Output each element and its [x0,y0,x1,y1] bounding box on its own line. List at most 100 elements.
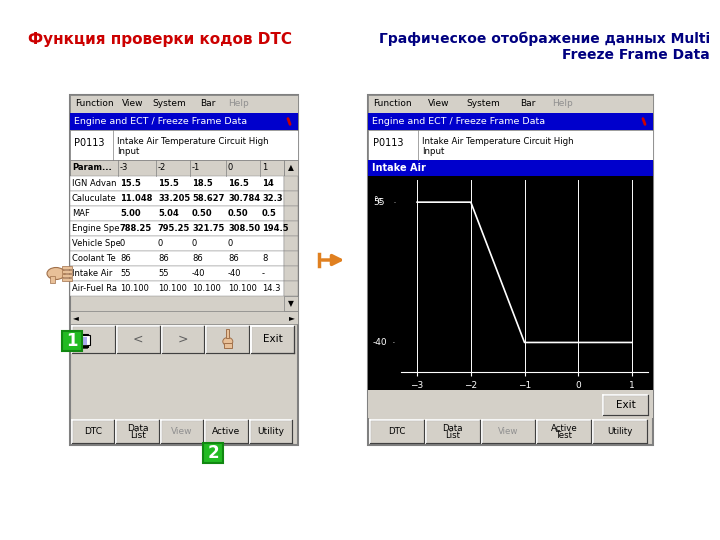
Bar [368,390,653,418]
Bar [250,420,292,443]
Text: 32.3: 32.3 [262,194,283,203]
Text: Vehicle Spe: Vehicle Spe [72,239,121,248]
Text: -1: -1 [192,164,200,172]
Bar [70,221,284,236]
Text: 1: 1 [66,332,78,350]
Text: Test: Test [556,431,573,440]
Bar [284,191,298,206]
Bar [284,296,298,311]
Bar [70,130,298,160]
Text: -2: -2 [158,164,166,172]
Bar [70,266,284,281]
Text: 5.04: 5.04 [158,209,179,218]
Text: View: View [428,99,449,109]
Text: Intake Air: Intake Air [72,269,112,278]
Text: Utility: Utility [257,427,284,436]
Text: Input: Input [422,147,444,156]
Text: DTC: DTC [388,427,405,436]
Text: 194.5: 194.5 [262,224,289,233]
Text: 30.784: 30.784 [228,194,260,203]
Text: 18.5: 18.5 [192,179,212,188]
Text: 10.100: 10.100 [228,284,257,293]
Bar [72,326,114,353]
Text: 0.50: 0.50 [192,209,212,218]
Bar [72,420,114,443]
Bar [74,334,88,346]
Text: 0.5: 0.5 [262,209,277,218]
Text: Function: Function [75,99,114,109]
Bar [117,420,159,443]
Bar [77,346,89,348]
Text: Engine Spe: Engine Spe [72,224,120,233]
Text: Caluculate: Caluculate [72,194,117,203]
Bar [284,251,298,266]
Text: Utility: Utility [608,427,633,436]
Text: View: View [122,99,143,109]
Text: Engine and ECT / Freeze Frame Data: Engine and ECT / Freeze Frame Data [74,117,247,126]
Bar [70,176,284,191]
Text: Exit: Exit [616,400,635,410]
Text: 321.75: 321.75 [192,224,225,233]
Bar [62,266,72,269]
Bar [62,274,72,277]
Bar [79,345,87,348]
Text: Air-Fuel Ra: Air-Fuel Ra [72,284,117,293]
Text: Data: Data [443,424,463,433]
Text: 5.00: 5.00 [120,209,140,218]
Text: -: - [262,269,265,278]
Bar [70,311,298,324]
Text: Bar: Bar [200,99,215,109]
Bar [368,130,653,160]
Bar [368,176,653,390]
Text: P0113: P0113 [373,138,403,148]
Text: 55: 55 [373,198,384,207]
Text: 10.100: 10.100 [158,284,187,293]
Text: <: < [133,333,143,346]
Bar [251,326,294,353]
Bar [284,281,298,296]
Text: ◄: ◄ [73,313,79,322]
Text: 14: 14 [262,179,274,188]
Bar [62,278,72,281]
Text: 15.5: 15.5 [120,179,141,188]
Bar [224,342,232,348]
Text: 15.5: 15.5 [158,179,179,188]
Text: 11.048: 11.048 [120,194,153,203]
Text: 58.627: 58.627 [192,194,225,203]
Text: View: View [171,427,193,436]
Bar [370,420,424,443]
Ellipse shape [47,267,65,280]
Text: -40: -40 [192,269,205,278]
Bar [284,266,298,281]
Text: Engine and ECT / Freeze Frame Data: Engine and ECT / Freeze Frame Data [372,117,545,126]
Text: Active: Active [551,424,577,433]
Bar [70,251,284,266]
Bar [205,420,248,443]
Text: Help: Help [552,99,572,109]
Bar [284,206,298,221]
Text: Coolant Te: Coolant Te [72,254,116,263]
Text: 86: 86 [120,254,131,263]
Bar [50,275,55,282]
Text: System: System [466,99,500,109]
Bar [76,337,87,345]
Bar [426,420,480,443]
Text: Help: Help [228,99,248,109]
Bar [284,221,298,236]
Bar [70,113,298,130]
Text: Active: Active [212,427,240,436]
Text: 33.205: 33.205 [158,194,190,203]
Bar [368,160,653,176]
Bar [117,326,160,353]
Text: 86: 86 [228,254,239,263]
Text: Графическое отображение данных Multi: Графическое отображение данных Multi [379,32,710,46]
Text: ►: ► [289,313,295,322]
Text: 2: 2 [207,444,219,462]
Text: Param...: Param... [72,164,112,172]
Text: 86: 86 [158,254,168,263]
Text: -3: -3 [120,164,128,172]
Text: ▲: ▲ [288,164,294,172]
Bar [482,420,536,443]
Text: 0.50: 0.50 [228,209,248,218]
Text: >: > [178,333,188,346]
